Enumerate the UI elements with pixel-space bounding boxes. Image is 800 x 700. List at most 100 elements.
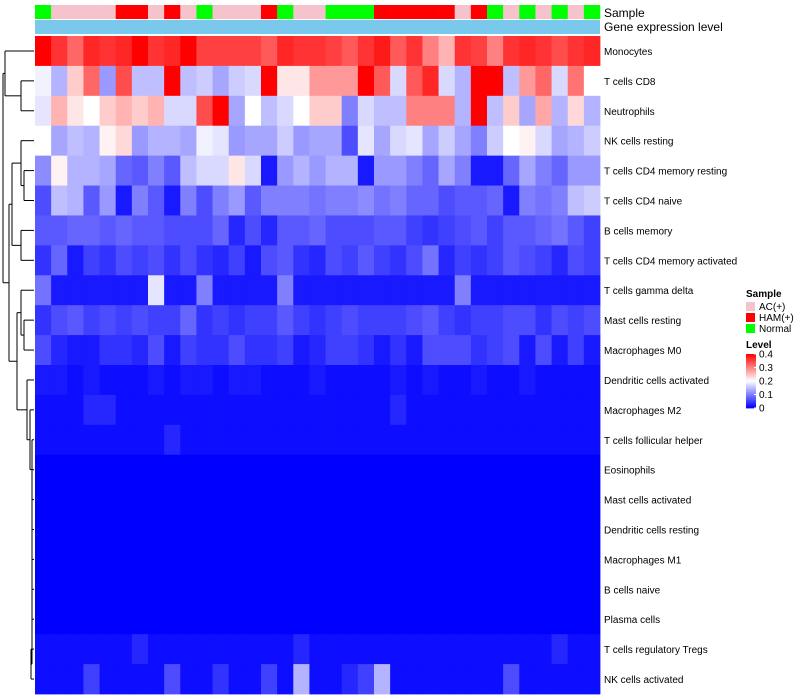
heatmap-cell xyxy=(180,484,197,515)
sample-annotation-cell xyxy=(131,5,149,19)
heatmap-cell xyxy=(148,335,165,366)
sample-annotation-cell xyxy=(309,5,326,19)
heatmap-cell xyxy=(67,574,84,605)
heatmap-cell xyxy=(583,185,601,216)
heatmap-cell xyxy=(277,394,294,426)
heatmap-cell xyxy=(325,394,343,426)
heatmap-cell xyxy=(422,36,439,67)
heatmap-cell xyxy=(374,664,391,695)
heatmap-cell xyxy=(535,394,552,426)
heatmap-cell xyxy=(503,245,520,276)
heatmap-cell xyxy=(164,454,181,486)
sample-annotation-cell xyxy=(99,5,117,19)
heatmap-cell xyxy=(325,484,343,515)
heatmap-cell xyxy=(341,484,359,515)
heatmap-cell xyxy=(374,155,391,186)
heatmap-cell xyxy=(244,394,262,426)
heatmap-cell xyxy=(180,125,197,157)
legend-level-gradient-step xyxy=(746,386,756,389)
heatmap-cell xyxy=(67,604,84,635)
heatmap-cell xyxy=(212,574,230,605)
heatmap-cell xyxy=(196,574,213,605)
heatmap-cell xyxy=(390,454,407,486)
legend-sample: Sample AC(+)HAM(+)Normal xyxy=(746,289,794,335)
heatmap-cell xyxy=(406,454,423,486)
heatmap-cell xyxy=(164,95,181,127)
heatmap-cell xyxy=(115,514,133,545)
heatmap-cell xyxy=(180,634,197,665)
row-label: Dendritic cells activated xyxy=(604,376,709,387)
heatmap-cell xyxy=(212,604,230,635)
heatmap-cell xyxy=(51,305,68,336)
sample-annotation-cell xyxy=(67,5,84,19)
heatmap-cell xyxy=(35,514,52,545)
heatmap-cell xyxy=(406,245,423,276)
heatmap-cell xyxy=(261,604,278,635)
heatmap-cell xyxy=(374,574,391,605)
row-label: Neutrophils xyxy=(604,107,655,118)
heatmap-cell xyxy=(261,36,278,67)
heatmap-cell xyxy=(261,394,278,426)
heatmap-cell xyxy=(390,155,407,186)
heatmap-cell xyxy=(341,185,359,216)
heatmap-cell xyxy=(131,574,149,605)
heatmap-cell xyxy=(325,185,343,216)
heatmap-cell xyxy=(83,185,100,216)
legend-level-gradient-step xyxy=(746,371,756,374)
legend-level-gradient-step xyxy=(746,391,756,394)
heatmap-cell xyxy=(438,664,456,695)
heatmap-cell xyxy=(487,335,504,366)
heatmap-cell xyxy=(309,574,326,605)
heatmap-cell xyxy=(454,574,472,605)
legend-level-gradient-step xyxy=(746,356,756,359)
heatmap-cell xyxy=(148,215,165,246)
heatmap-cell xyxy=(374,65,391,97)
heatmap-cell xyxy=(519,424,536,456)
heatmap-cell xyxy=(164,484,181,515)
heatmap-cell xyxy=(535,95,552,127)
heatmap-cell xyxy=(83,604,100,635)
heatmap-cell xyxy=(35,544,52,575)
sample-annotation-cell xyxy=(293,5,310,19)
heatmap-cell xyxy=(341,544,359,575)
heatmap-cell xyxy=(196,454,213,486)
heatmap-cell xyxy=(454,125,472,157)
heatmap-cell xyxy=(131,514,149,545)
heatmap-cell xyxy=(374,394,391,426)
heatmap-cell xyxy=(164,65,181,97)
legend-level: Level 0.4 0.3 0.2 0.1 0 xyxy=(746,340,773,415)
heatmap-cell xyxy=(131,394,149,426)
heatmap-cell xyxy=(454,335,472,366)
heatmap-cell xyxy=(148,424,165,456)
heatmap-cell xyxy=(374,245,391,276)
heatmap-cell xyxy=(390,215,407,246)
sample-annotation-cell xyxy=(35,5,52,19)
heatmap-cell xyxy=(180,305,197,336)
heatmap-cell xyxy=(164,424,181,456)
heatmap-cell xyxy=(261,125,278,157)
row-label: T cells CD4 memory resting xyxy=(604,167,727,178)
legend-level-gradient-step xyxy=(746,367,756,370)
heatmap-cell xyxy=(164,275,181,306)
legend-level-gradient-step xyxy=(746,381,756,383)
heatmap-cell xyxy=(35,95,52,127)
heatmap-cell xyxy=(535,634,552,665)
heatmap-cell xyxy=(35,604,52,635)
heatmap-cell xyxy=(470,514,488,545)
heatmap-cell xyxy=(454,245,472,276)
heatmap-cell xyxy=(293,65,310,97)
heatmap-cell xyxy=(131,185,149,216)
heatmap-cell xyxy=(293,95,310,127)
legend-level-gradient-step xyxy=(746,394,756,397)
heatmap-cell xyxy=(519,65,536,97)
sample-annotation-cell xyxy=(180,5,197,19)
heatmap-cell xyxy=(406,574,423,605)
heatmap-cell xyxy=(583,275,601,306)
sample-annotation-cell xyxy=(567,5,585,19)
heatmap-cell xyxy=(277,245,294,276)
heatmap-cell xyxy=(503,484,520,515)
heatmap-cell xyxy=(487,36,504,67)
heatmap-cell xyxy=(325,215,343,246)
heatmap-cell xyxy=(374,454,391,486)
heatmap-cell xyxy=(196,604,213,635)
